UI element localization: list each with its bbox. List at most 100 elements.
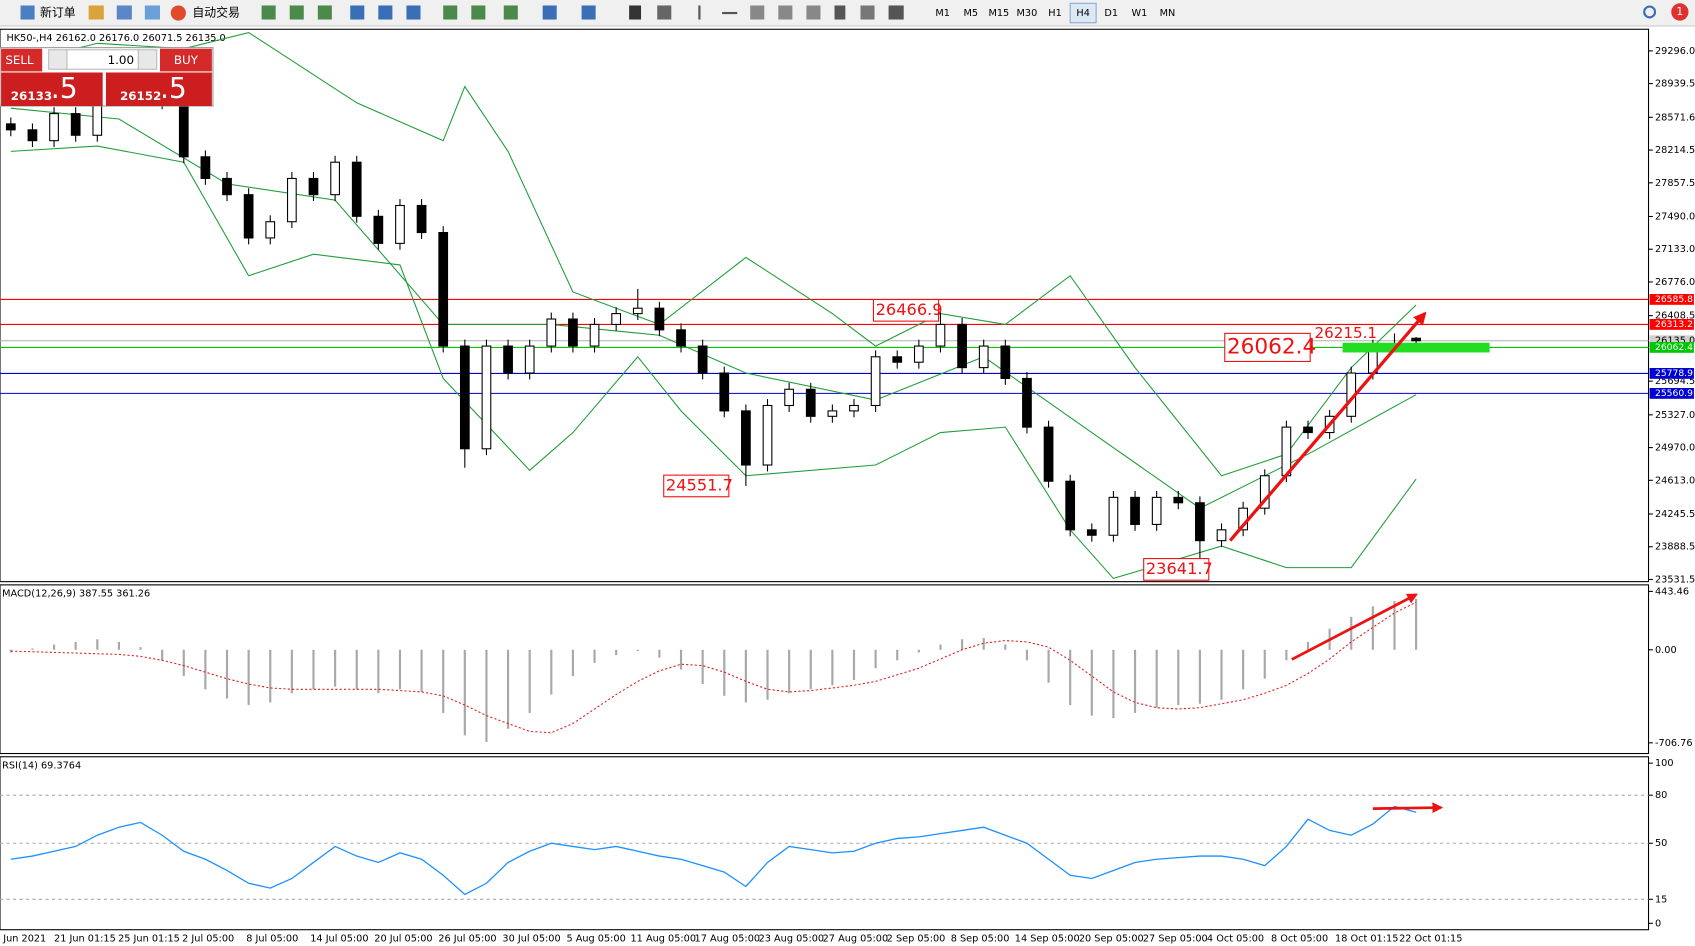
sell-button[interactable] <box>1 48 43 72</box>
chart-tool-icons <box>261 5 904 20</box>
x-tick-label: 23 Aug 05:00 <box>759 933 825 944</box>
toolbar-icon[interactable] <box>806 5 821 20</box>
rsi-arrow <box>1372 802 1444 814</box>
candle-body <box>1108 496 1119 536</box>
candle-body <box>957 323 967 369</box>
toolbar-icon[interactable] <box>750 5 765 20</box>
candle-body <box>913 345 924 363</box>
candle-body <box>697 345 708 374</box>
toolbar-icon[interactable] <box>116 5 132 20</box>
toolbar-icon[interactable] <box>698 5 701 20</box>
macd-bar <box>1350 616 1353 650</box>
macd-bar <box>334 649 337 687</box>
candle-body <box>762 404 773 466</box>
y-tick-label: 27857.5 <box>1655 178 1695 189</box>
toolbar-icon[interactable] <box>471 5 486 20</box>
candle-body <box>243 194 254 239</box>
toolbar-icon[interactable] <box>860 5 875 20</box>
macd-bar <box>117 641 120 650</box>
macd-arrow <box>1291 593 1419 661</box>
candle-body <box>1303 426 1313 434</box>
toolbar-icon[interactable] <box>581 5 596 20</box>
macd-bar <box>442 649 445 713</box>
candle-body <box>287 177 297 223</box>
toolbar-icon[interactable] <box>722 11 738 15</box>
toolbar-icon[interactable] <box>261 5 276 20</box>
macd-bar <box>961 639 964 650</box>
toolbar-icon[interactable] <box>778 5 793 20</box>
level-label: 25560.9 <box>1655 388 1693 399</box>
macd-bar <box>290 649 293 694</box>
ask-box[interactable] <box>105 72 212 107</box>
candle-body <box>676 329 686 347</box>
x-tick-label: 17 Aug 05:00 <box>695 933 761 944</box>
timeframe-button[interactable]: D1 <box>1104 8 1118 19</box>
x-tick-label: 26 Jul 05:00 <box>438 933 496 944</box>
chart-header: HK50-,H4 26162.0 26176.0 26071.5 26135.0 <box>6 33 225 44</box>
timeframe-button[interactable]: MN <box>1160 8 1176 19</box>
buy-button[interactable] <box>159 48 212 72</box>
toolbar-icon[interactable] <box>542 5 557 20</box>
auto-trading-icon[interactable] <box>170 5 186 21</box>
timeframe-button[interactable]: M30 <box>1017 8 1038 19</box>
x-tick-label: 27 Aug 05:00 <box>823 933 889 944</box>
y-tick-label: 28214.5 <box>1655 145 1695 156</box>
x-tick-label: 27 Sep 05:00 <box>1143 933 1208 944</box>
toolbar-icon[interactable] <box>88 5 104 20</box>
new-order-button[interactable]: 新订单 <box>40 6 76 20</box>
candle-body <box>1259 475 1270 509</box>
x-tick-label: 20 Jul 05:00 <box>374 933 432 944</box>
timeframe-button[interactable]: M5 <box>963 8 978 19</box>
macd-bar <box>1025 649 1029 661</box>
macd-bar <box>679 649 683 670</box>
notification-badge[interactable] <box>1671 3 1689 21</box>
y-tick-label: 0.00 <box>1655 645 1677 656</box>
toolbar-icon[interactable] <box>144 5 160 20</box>
timeframe-button[interactable]: M1 <box>935 8 950 19</box>
candle-body <box>1411 337 1421 342</box>
new-order-icon[interactable] <box>20 5 35 20</box>
x-tick-label: 11 Aug 05:00 <box>630 933 696 944</box>
timeframe-button[interactable]: W1 <box>1131 8 1147 19</box>
macd-bar <box>1306 641 1310 650</box>
toolbar-icon[interactable] <box>629 5 642 20</box>
candle-body <box>1086 529 1097 536</box>
candle-body <box>546 318 557 347</box>
candle-body <box>935 323 946 347</box>
toolbar-icon[interactable] <box>443 5 458 20</box>
rsi-line <box>10 805 1417 896</box>
price-annotation-box <box>663 474 730 498</box>
macd-bar <box>636 649 639 652</box>
y-tick-label: 29296.0 <box>1655 46 1695 57</box>
candle-body <box>805 388 816 417</box>
toolbar-icon[interactable] <box>503 5 518 20</box>
candle-body <box>373 215 384 244</box>
x-tick-label: 2 Jul 05:00 <box>182 933 234 944</box>
candle-body <box>178 102 189 158</box>
lots-value: 1.00 <box>108 53 134 67</box>
toolbar-icon[interactable] <box>289 5 304 20</box>
toolbar-icon[interactable] <box>350 5 365 20</box>
level-label: 25778.9 <box>1655 368 1693 379</box>
candle-body <box>416 204 427 234</box>
auto-trading-button[interactable]: 自动交易 <box>192 6 240 20</box>
timeframe-button[interactable]: H1 <box>1048 8 1062 19</box>
lots-up[interactable] <box>137 49 158 70</box>
bid-box[interactable] <box>1 72 103 107</box>
candle-body <box>654 307 665 331</box>
toolbar-icon[interactable] <box>406 5 421 20</box>
toolbar-icon[interactable] <box>657 5 672 20</box>
candle-body <box>351 161 362 217</box>
lots-down[interactable] <box>48 49 68 70</box>
macd-frame <box>0 584 1650 755</box>
timeframe-button[interactable]: M15 <box>988 8 1009 19</box>
toolbar-icon[interactable] <box>317 5 332 20</box>
toolbar-icon[interactable] <box>378 5 393 20</box>
macd-bar <box>377 649 380 694</box>
search-icon[interactable] <box>1643 5 1657 19</box>
timeframe-button[interactable]: H4 <box>1076 8 1090 19</box>
toolbar-icon[interactable] <box>834 5 846 20</box>
toolbar-icon[interactable] <box>888 5 904 20</box>
macd-bar <box>1155 649 1158 708</box>
